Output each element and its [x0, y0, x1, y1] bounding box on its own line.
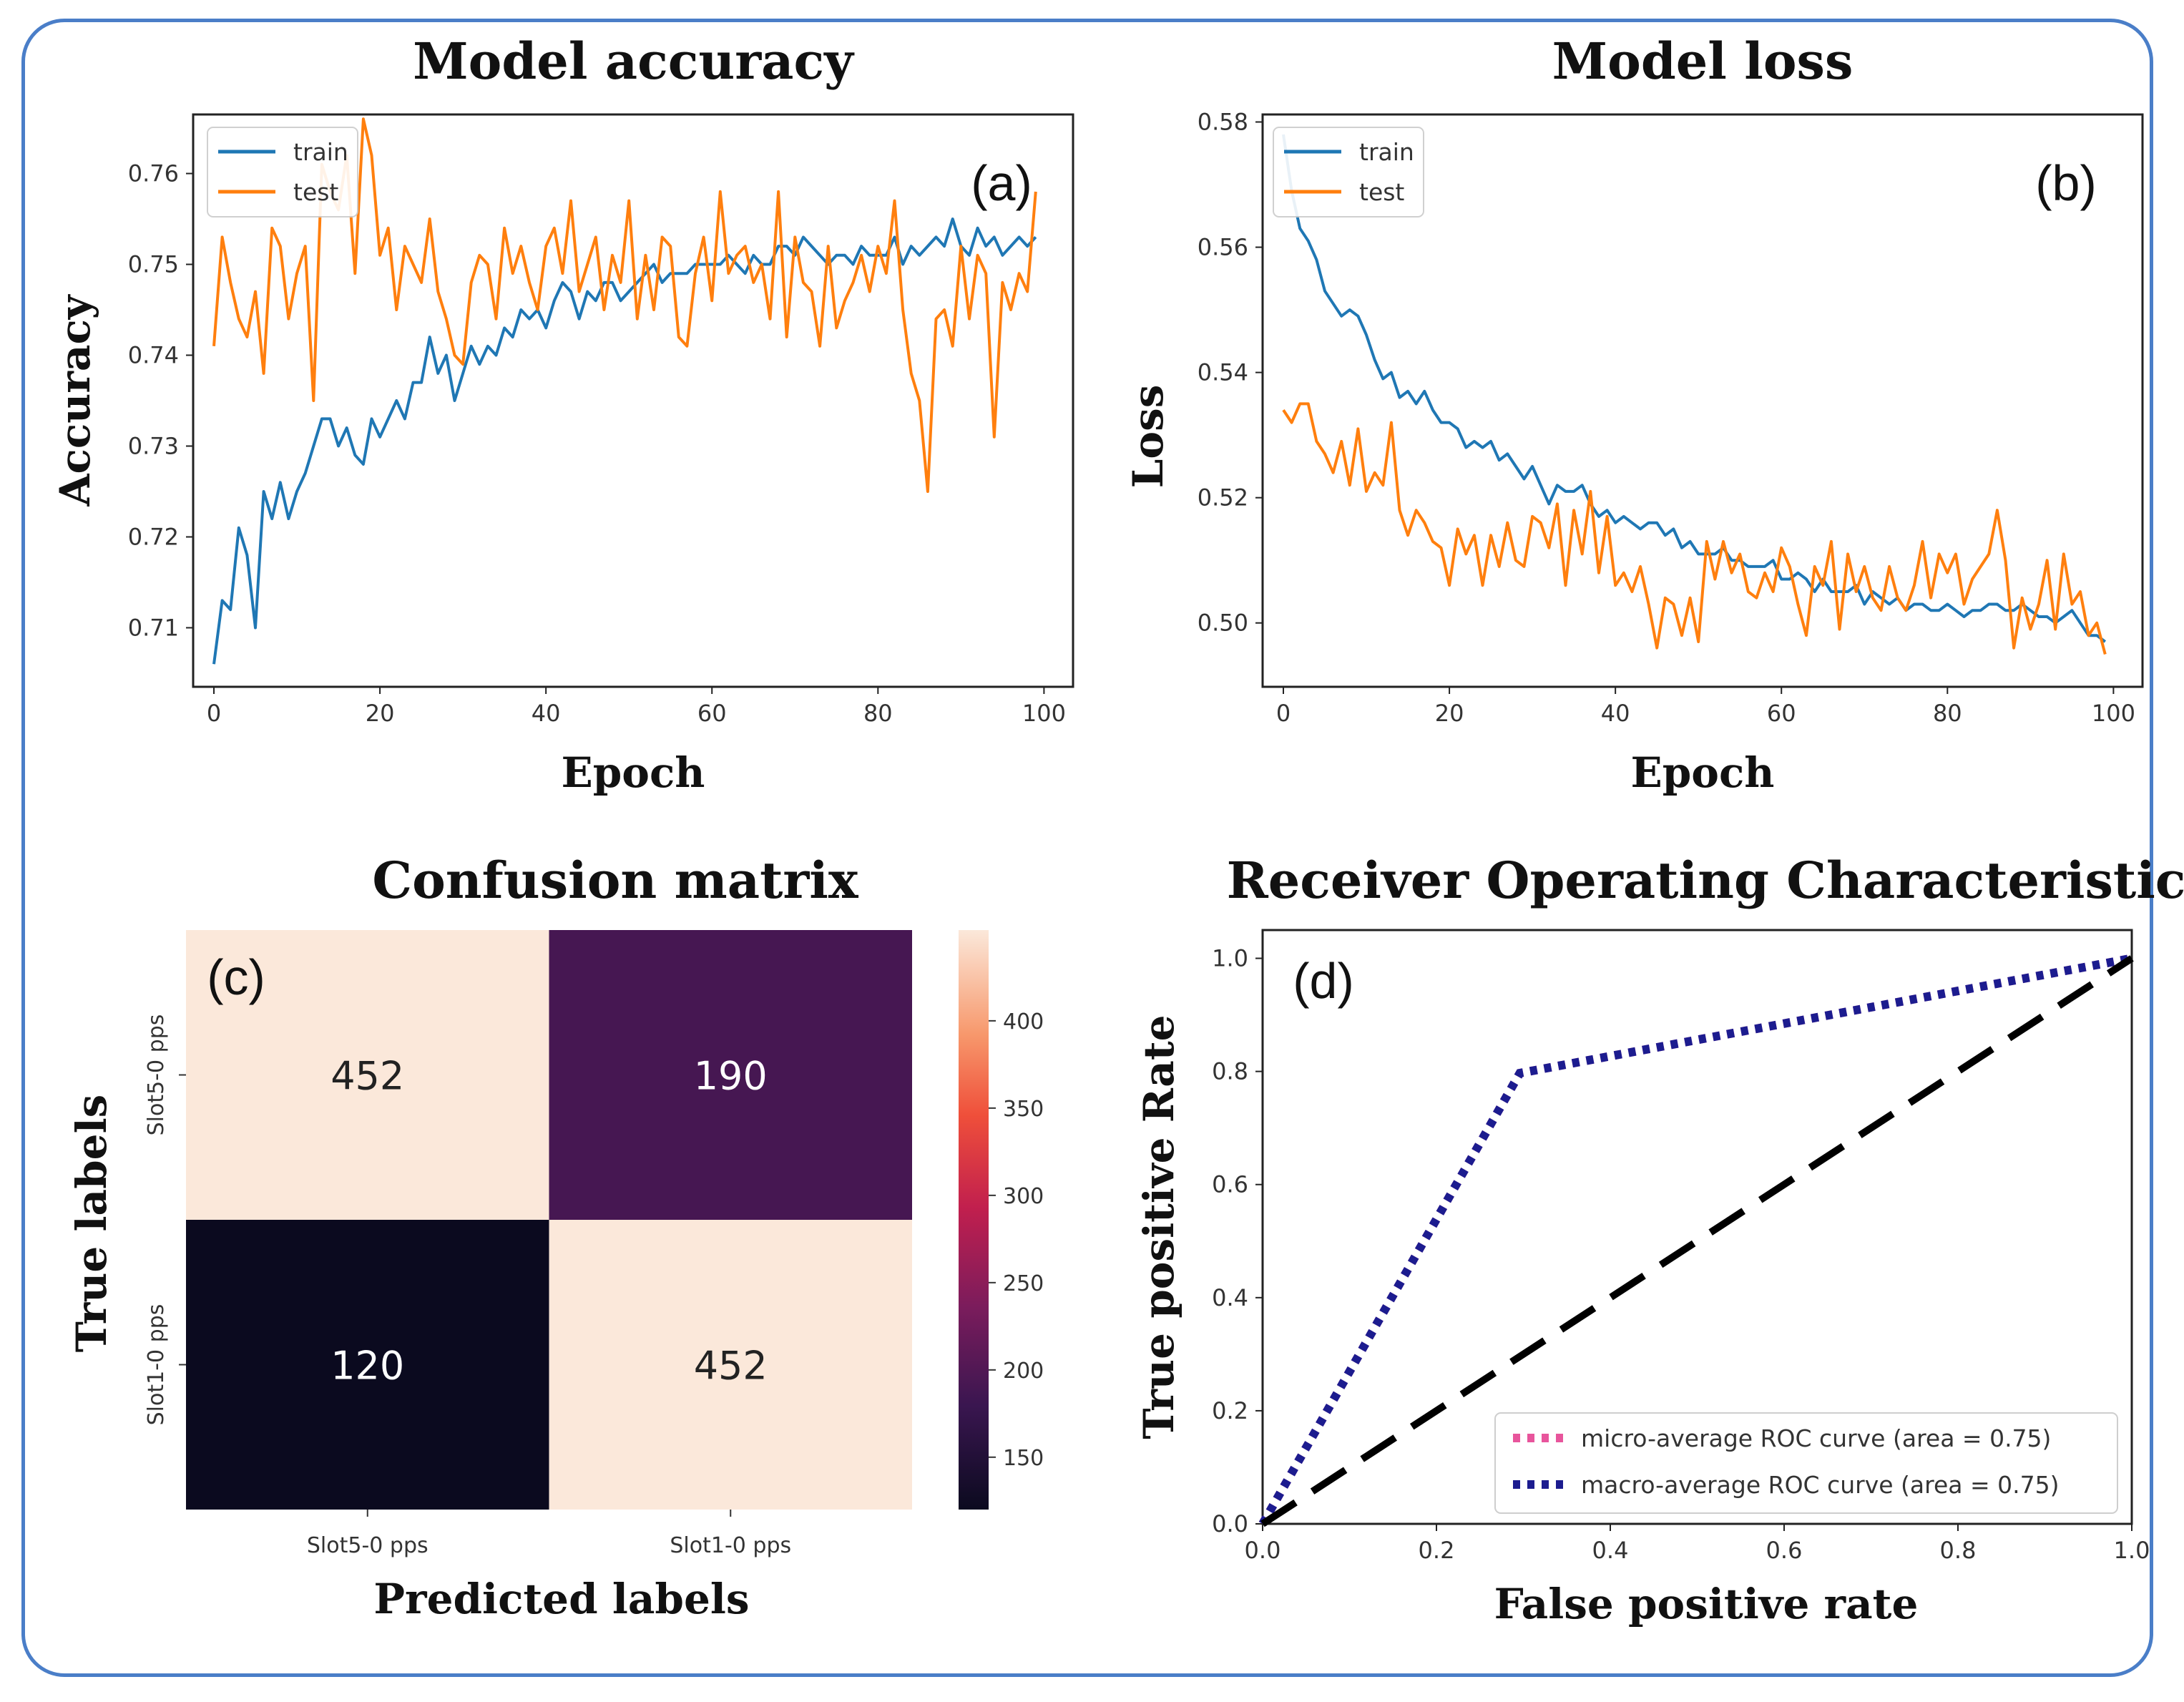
cell-value: 190 — [694, 1054, 768, 1099]
x-tick-label: 0.2 — [1419, 1537, 1455, 1564]
y-tick-label: 0.8 — [1212, 1058, 1248, 1085]
legend-label-test: test — [1359, 178, 1404, 206]
x-tick-label: 0.8 — [1940, 1537, 1977, 1564]
matrix-cell — [186, 1220, 549, 1510]
y-tick-label: 0.73 — [128, 432, 179, 459]
y-axis-label: Loss — [1124, 385, 1172, 489]
matrix-cell — [549, 930, 912, 1220]
y-tick-label: 0.75 — [128, 251, 179, 278]
x-tick-label: 0.0 — [1245, 1537, 1281, 1564]
y-axis-label: True labels — [67, 1095, 116, 1353]
panel-tag: (a) — [971, 155, 1032, 211]
chart-title: Confusion matrix — [372, 851, 858, 910]
x-tick-label: 0.6 — [1766, 1537, 1803, 1564]
x-tick-label: 0 — [207, 700, 221, 727]
colorbar-tick-label: 200 — [1003, 1359, 1044, 1384]
legend-label-micro: micro-average ROC curve (area = 0.75) — [1581, 1424, 2051, 1452]
panel-loss: Model loss 0 20 40 60 80 100 0.50 0.52 0.54 0.56 0… — [1124, 31, 2144, 797]
x-tick-label: 80 — [1933, 700, 1962, 727]
legend-label-macro: macro-average ROC curve (area = 0.75) — [1581, 1471, 2059, 1499]
x-tick-label: 0.4 — [1592, 1537, 1629, 1564]
y-tick-label: 0.72 — [128, 523, 179, 550]
x-tick-label: 20 — [366, 700, 395, 727]
x-tick-label: 20 — [1435, 700, 1464, 727]
series-line-train — [1282, 134, 2107, 643]
cell-value: 452 — [330, 1054, 404, 1099]
x-tick-label: 80 — [863, 700, 893, 727]
y-tick-label: 0.4 — [1212, 1284, 1248, 1311]
y-axis-label: True positive Rate — [1135, 1014, 1183, 1439]
x-tick-label: 100 — [1022, 700, 1066, 727]
x-tick-label: 40 — [532, 700, 561, 727]
chart-title: Model accuracy — [413, 31, 855, 91]
roc-macro-line — [1258, 954, 2133, 1526]
y-tick-label: 0.6 — [1212, 1171, 1248, 1198]
y-tick-label: 0.74 — [128, 342, 179, 369]
colorbar-tick-label: 350 — [1003, 1097, 1044, 1122]
y-tick-label: 0.56 — [1198, 234, 1248, 261]
figure-frame — [21, 19, 2153, 1677]
legend: train test — [1273, 127, 1424, 217]
chance-diagonal-line — [1260, 955, 2134, 1527]
legend-label-test: test — [293, 178, 338, 206]
x-tick-label: Slot1-0 pps — [670, 1533, 791, 1558]
matrix-cell — [186, 930, 549, 1220]
panel-roc: Receiver Operating Characteristic 0.0 0.2… — [1135, 851, 2184, 1628]
y-tick-label: Slot5-0 pps — [144, 1014, 169, 1136]
y-axis-label: Accuracy — [51, 293, 99, 507]
y-tick-label: 1.0 — [1212, 945, 1248, 972]
y-tick-label: 0.50 — [1198, 610, 1248, 637]
chart-title: Receiver Operating Characteristic — [1227, 851, 2184, 910]
y-tick-label: 0.52 — [1198, 484, 1248, 512]
y-tick-label: 0.71 — [128, 614, 179, 641]
panel-accuracy: Model accuracy 0 20 40 60 80 100 0.71 0.72 0.73 0… — [51, 31, 1074, 797]
x-tick-label: 1.0 — [2114, 1537, 2150, 1564]
colorbar-tick-label: 300 — [1003, 1184, 1044, 1209]
x-tick-label: 60 — [697, 700, 727, 727]
chart-title: Model loss — [1552, 31, 1854, 91]
panel-confusion-matrix: Confusion matrix 452 190 120 452 Slot5-0 pps… — [67, 851, 1044, 1623]
y-tick-label: 0.58 — [1198, 109, 1248, 136]
x-axis-label: Epoch — [562, 748, 705, 797]
y-tick-label: 0.2 — [1212, 1397, 1248, 1424]
legend-label-train: train — [293, 138, 348, 166]
x-tick-label: Slot5-0 pps — [307, 1533, 429, 1558]
series-line-test — [1282, 402, 2107, 655]
y-tick-label: 0.76 — [128, 160, 179, 187]
y-tick-label: 0.0 — [1212, 1510, 1248, 1537]
x-tick-label: 60 — [1767, 700, 1796, 727]
x-axis-label: False positive rate — [1494, 1580, 1919, 1628]
cell-value: 120 — [330, 1344, 404, 1389]
x-tick-label: 100 — [2092, 700, 2135, 727]
y-tick-label: 0.54 — [1198, 359, 1248, 386]
x-axis-label: Predicted labels — [373, 1575, 749, 1623]
cell-value: 452 — [694, 1344, 768, 1389]
y-tick-label: Slot1-0 pps — [144, 1304, 169, 1426]
colorbar — [959, 930, 989, 1510]
panel-tag: (d) — [1293, 953, 1354, 1009]
matrix-cell — [549, 1220, 912, 1510]
colorbar-tick-label: 400 — [1003, 1009, 1044, 1035]
legend: train test — [207, 127, 358, 217]
legend: micro-average ROC curve (area = 0.75) ma… — [1494, 1412, 2118, 1514]
panel-tag: (b) — [2035, 155, 2097, 211]
legend-label-train: train — [1359, 138, 1414, 166]
colorbar-tick-label: 250 — [1003, 1271, 1044, 1296]
x-tick-label: 40 — [1601, 700, 1630, 727]
x-axis-label: Epoch — [1631, 748, 1775, 797]
x-tick-label: 0 — [1276, 700, 1291, 727]
colorbar-tick-label: 150 — [1003, 1446, 1044, 1471]
panel-tag: (c) — [207, 949, 265, 1005]
